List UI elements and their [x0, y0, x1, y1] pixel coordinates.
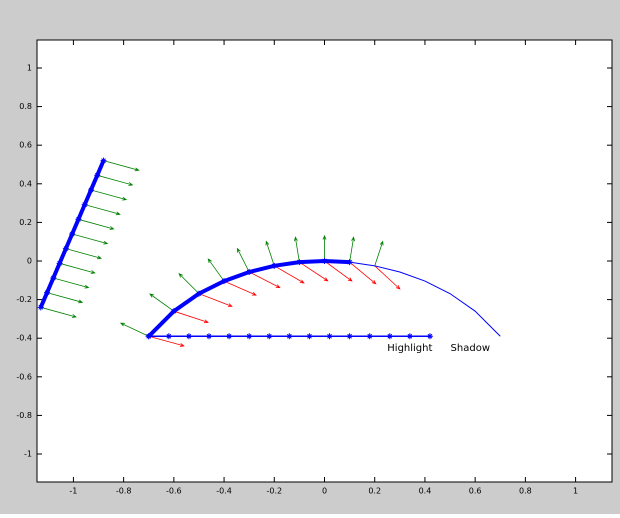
x-tick-label: 0 — [322, 487, 327, 496]
y-tick-label: 0.8 — [19, 102, 32, 111]
quiver-arrow — [207, 258, 225, 282]
y-tick-label: 0.2 — [19, 218, 32, 227]
quiver-arrow — [53, 277, 90, 289]
y-tick-label: 0.4 — [19, 179, 32, 188]
marker — [271, 262, 278, 269]
quiver-arrow — [90, 189, 128, 201]
quiver-arrow — [103, 160, 140, 172]
marker — [100, 157, 107, 164]
x-tick-label: 0.2 — [368, 487, 381, 496]
quiver-arrow — [374, 265, 401, 290]
y-tick-label: -1 — [24, 450, 32, 459]
x-tick-label: 0.4 — [419, 487, 432, 496]
quiver-arrow — [294, 236, 300, 263]
quiver-arrow — [148, 335, 185, 347]
marker — [346, 333, 353, 340]
quiver-arrow — [119, 322, 149, 337]
annotation: Highlight — [387, 343, 432, 354]
x-tick-label: -1 — [69, 487, 77, 496]
marker — [366, 333, 373, 340]
y-tick-label: -0.2 — [16, 295, 32, 304]
y-tick-label: 0 — [27, 257, 32, 266]
marker — [75, 216, 82, 223]
marker — [221, 278, 228, 285]
marker — [406, 333, 413, 340]
marker — [165, 333, 172, 340]
x-tick-label: 0.6 — [469, 487, 482, 496]
y-tick-label: 0.6 — [19, 141, 32, 150]
annotation: Shadow — [451, 343, 490, 354]
quiver-arrow — [223, 280, 257, 296]
marker — [326, 333, 333, 340]
y-tick-label: -0.4 — [16, 334, 32, 343]
quiver-arrow — [149, 293, 175, 312]
marker — [170, 308, 177, 315]
marker — [306, 333, 313, 340]
marker — [386, 333, 393, 340]
quiver-arrow — [59, 262, 96, 274]
quiver-arrow — [65, 248, 103, 260]
x-tick-label: 1 — [573, 487, 578, 496]
quiver-arrow — [274, 265, 305, 284]
quiver-arrow — [349, 261, 377, 285]
x-tick-label: -0.6 — [166, 487, 182, 496]
quiver-arrow — [265, 240, 275, 266]
x-tick-label: 0.8 — [519, 487, 532, 496]
x-tick-label: -0.2 — [266, 487, 282, 496]
quiver-arrow — [173, 310, 209, 324]
marker — [56, 260, 63, 267]
x-tick-label: -0.8 — [116, 487, 132, 496]
quiver-arrow — [46, 292, 84, 304]
marker — [346, 259, 353, 266]
quiver-arrow — [178, 273, 200, 294]
marker — [246, 333, 253, 340]
quiver-arrow — [97, 174, 134, 186]
y-tick-label: -0.6 — [16, 372, 32, 381]
quiver-arrow — [72, 233, 109, 245]
quiver-arrow — [78, 218, 115, 230]
marker — [321, 258, 328, 264]
y-tick-label: -0.8 — [16, 411, 32, 420]
marker — [185, 333, 192, 340]
quiver-arrow — [322, 234, 327, 261]
y-tick-label: 1 — [27, 63, 32, 72]
quiver-arrow — [299, 261, 329, 282]
marker — [145, 333, 152, 340]
marker — [81, 201, 88, 208]
quiver-arrow — [324, 260, 353, 282]
marker — [296, 259, 303, 266]
marker — [205, 333, 212, 340]
marker — [195, 290, 202, 297]
quiver-arrow — [349, 236, 355, 263]
x-tick-label: -0.4 — [216, 487, 232, 496]
marker — [286, 333, 293, 340]
marker — [226, 333, 233, 340]
marker — [50, 274, 57, 281]
quiver-arrow — [236, 247, 250, 273]
marker — [37, 304, 44, 311]
marker — [94, 172, 101, 179]
quiver-arrow — [198, 293, 233, 307]
quiver-arrow — [40, 306, 77, 318]
marker — [69, 230, 76, 237]
marker — [44, 289, 51, 296]
marker — [246, 269, 253, 276]
quiver-arrow — [84, 204, 121, 216]
marker — [62, 245, 69, 252]
marker — [266, 333, 273, 340]
marker — [87, 186, 94, 193]
quiver-arrow — [248, 271, 281, 289]
marker — [426, 333, 433, 340]
quiver-arrow — [374, 240, 384, 266]
